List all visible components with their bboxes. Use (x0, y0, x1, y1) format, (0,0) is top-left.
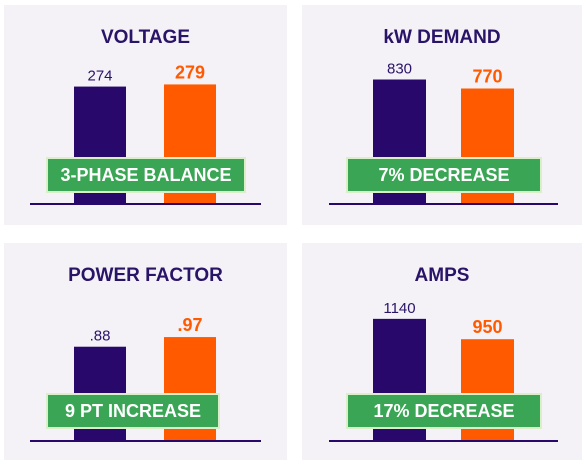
after-value-label: .97 (177, 315, 202, 335)
annotation-badge: 9 PT INCREASE (46, 393, 220, 429)
annotation-badge: 17% DECREASE (346, 393, 542, 429)
power-factor-panel: POWER FACTOR .88 .97 9 PT INCREASE (4, 243, 287, 460)
before-value-label: .88 (90, 328, 111, 345)
voltage-panel: VOLTAGE 274 279 3-PHASE BALANCE (4, 5, 287, 225)
after-value-label: 279 (175, 62, 205, 82)
chart-title: POWER FACTOR (68, 265, 223, 286)
before-value-label: 274 (87, 68, 112, 85)
after-value-label: 950 (472, 317, 502, 337)
before-value-label: 830 (387, 61, 412, 78)
annotation-badge: 7% DECREASE (346, 157, 542, 193)
kw-demand-panel: kW DEMAND 830 770 7% DECREASE (302, 5, 582, 225)
chart-title: VOLTAGE (100, 27, 191, 48)
before-value-label: 1140 (383, 300, 415, 317)
amps-panel: AMPS 1140 950 17% DECREASE (302, 243, 582, 460)
after-value-label: 770 (472, 67, 502, 87)
chart-title: AMPS (414, 265, 470, 286)
chart-title: kW DEMAND (383, 27, 501, 48)
annotation-badge: 3-PHASE BALANCE (46, 157, 246, 193)
